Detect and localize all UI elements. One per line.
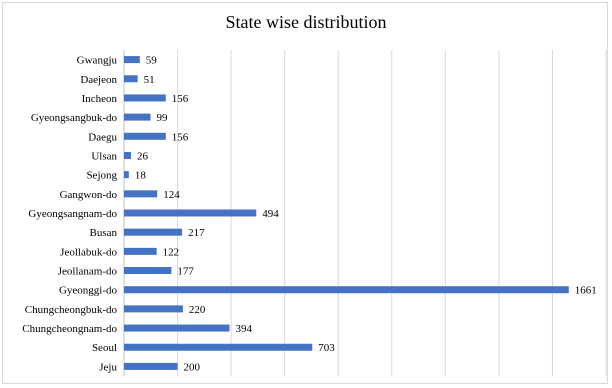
category-label: Chungcheongbuk-do bbox=[25, 304, 118, 316]
data-label: 99 bbox=[157, 112, 169, 124]
category-label: Ulsan bbox=[91, 150, 117, 162]
bar-seoul bbox=[124, 343, 313, 351]
category-label: Seoul bbox=[92, 342, 117, 354]
bar-chungcheongnam-do bbox=[124, 324, 230, 332]
category-label: Gyeongsangbuk-do bbox=[31, 112, 118, 124]
bar-chungcheongbuk-do bbox=[124, 305, 183, 313]
bars bbox=[124, 56, 569, 370]
bar-sejong bbox=[124, 171, 129, 179]
bar-incheon bbox=[124, 94, 166, 102]
bar-chart: Gwangju 59 Daejeon 51 Incheon 156 Gyeongsangbu… bbox=[22, 50, 607, 376]
data-label: 177 bbox=[177, 266, 194, 278]
category-label: Jeju bbox=[99, 361, 117, 373]
category-label: Gangwon-do bbox=[60, 189, 118, 201]
data-label: 217 bbox=[188, 227, 205, 239]
bar-daegu bbox=[124, 132, 166, 140]
data-label: 703 bbox=[318, 342, 335, 354]
data-label: 26 bbox=[137, 150, 149, 162]
category-label: Jeollanam-do bbox=[58, 266, 118, 278]
bar-gyeongsangnam-do bbox=[124, 209, 257, 217]
data-label: 18 bbox=[135, 170, 147, 182]
category-label: Daegu bbox=[88, 131, 117, 143]
chart-frame: State wise distribution Gwangju 59 Daejeon… bbox=[2, 2, 608, 384]
data-label: 156 bbox=[172, 93, 189, 105]
category-label: Gyeonggi-do bbox=[59, 285, 118, 297]
data-label: 124 bbox=[163, 189, 180, 201]
bar-jeollabuk-do bbox=[124, 247, 157, 255]
data-label: 59 bbox=[146, 55, 158, 67]
category-label: Chungcheongnam-do bbox=[22, 323, 117, 335]
category-label: Incheon bbox=[82, 93, 118, 105]
data-label: 220 bbox=[189, 304, 206, 316]
bar-jeollanam-do bbox=[124, 267, 172, 275]
data-label: 122 bbox=[163, 246, 180, 258]
bar-jeju bbox=[124, 362, 178, 370]
bar-daejeon bbox=[124, 75, 138, 83]
category-label: Sejong bbox=[86, 170, 117, 182]
data-label: 51 bbox=[144, 74, 155, 86]
labels: Gwangju 59 Daejeon 51 Incheon 156 Gyeongsangbu… bbox=[22, 55, 596, 374]
data-label: 394 bbox=[236, 323, 253, 335]
data-label: 494 bbox=[262, 208, 279, 220]
category-label: Busan bbox=[90, 227, 118, 239]
data-label: 156 bbox=[172, 131, 189, 143]
bar-busan bbox=[124, 228, 183, 236]
data-label: 200 bbox=[184, 361, 201, 373]
data-label: 1661 bbox=[575, 285, 597, 297]
bar-gwangju bbox=[124, 56, 140, 64]
chart-title: State wise distribution bbox=[225, 12, 387, 32]
category-label: Gyeongsangnam-do bbox=[28, 208, 117, 220]
bar-gyeonggi-do bbox=[124, 286, 569, 294]
bar-gyeongsangbuk-do bbox=[124, 113, 151, 121]
category-label: Gwangju bbox=[77, 55, 118, 67]
category-label: Jeollabuk-do bbox=[60, 246, 117, 258]
category-label: Daejeon bbox=[80, 74, 117, 86]
bar-gangwon-do bbox=[124, 190, 158, 198]
bar-ulsan bbox=[124, 151, 131, 159]
